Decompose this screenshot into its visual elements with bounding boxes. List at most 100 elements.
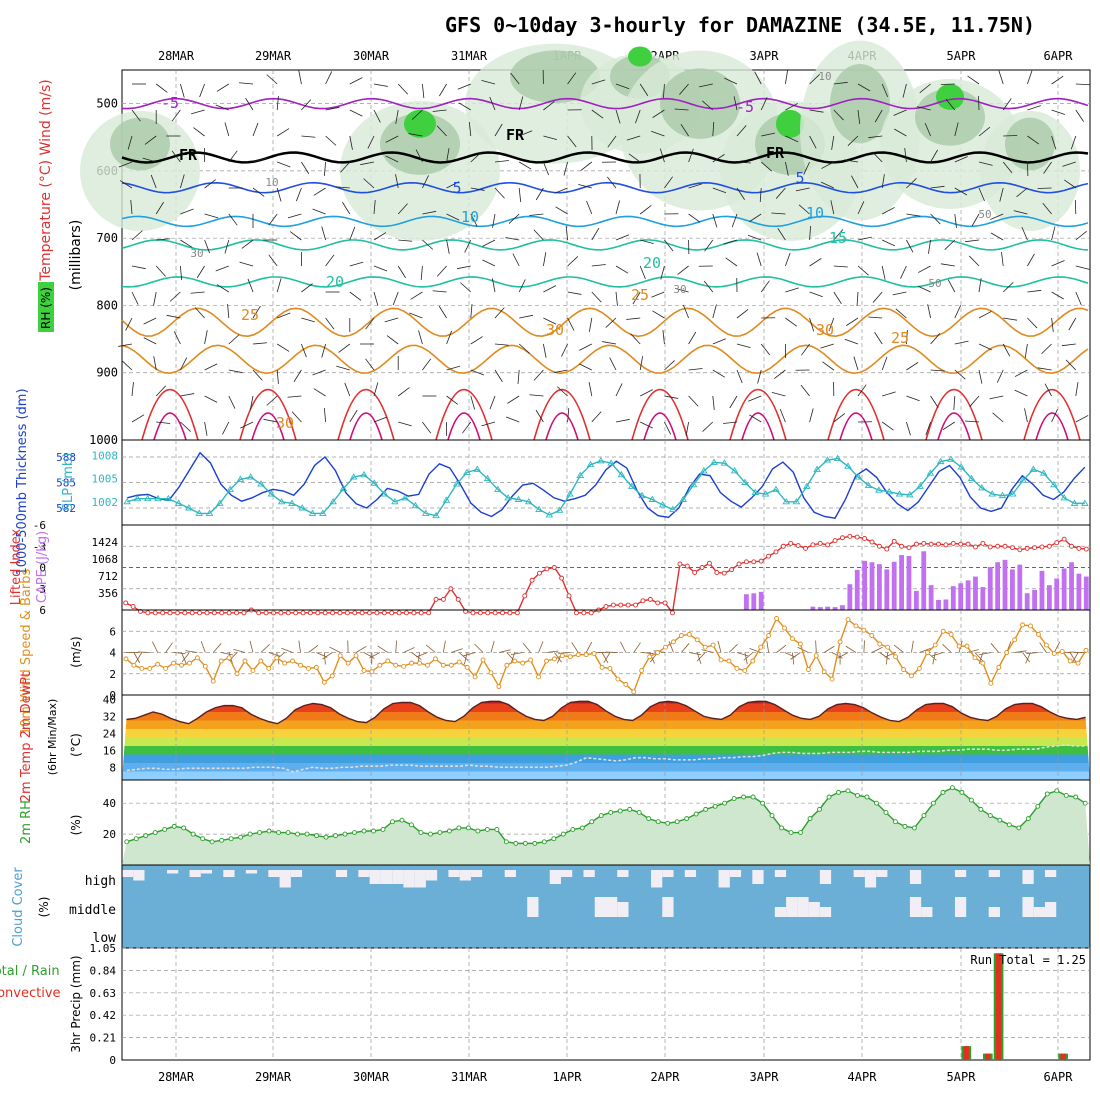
- wind-barb: [999, 187, 1004, 202]
- wind-barb: [833, 229, 844, 241]
- wind-barb: [868, 135, 883, 139]
- wind-speed-line-point: [544, 658, 549, 664]
- rh-line-point: [532, 840, 538, 846]
- lifted-index-line-point: [795, 543, 801, 548]
- wind-barb: [1051, 75, 1064, 85]
- wind-barb: [166, 314, 181, 319]
- wind-barb-10m: [200, 641, 206, 653]
- wind-barb: [567, 291, 582, 295]
- lifted-index-line-point: [995, 543, 1001, 549]
- lifted-index-line-point: [899, 543, 905, 549]
- wind-barb: [397, 83, 409, 95]
- slp-line-point: [143, 494, 152, 502]
- wind-barb: [1075, 415, 1089, 423]
- wind-barb: [1075, 265, 1090, 270]
- cloud-middle-bar: [527, 897, 539, 917]
- wind-barb: [639, 83, 649, 96]
- rh-contour-label: 50: [978, 208, 991, 221]
- slp-line-point: [895, 490, 904, 497]
- lifted-index-line-point: [1061, 536, 1067, 542]
- lifted-index-line-point: [699, 565, 705, 570]
- lifted-index-line-point: [396, 610, 402, 616]
- wind-barb: [398, 239, 413, 242]
- wind-barb: [881, 356, 888, 371]
- wind-barb: [508, 213, 520, 224]
- cloud-high-bar: [1044, 870, 1057, 877]
- slp-line-point: [772, 485, 780, 492]
- lifted-index-line-point: [729, 567, 735, 573]
- wind-barb: [446, 395, 459, 405]
- rh-line-point: [636, 810, 642, 815]
- wind-barb: [494, 307, 505, 319]
- wind-barb: [882, 207, 895, 215]
- wind-speed-line-point: [456, 659, 462, 665]
- rh-line-point: [456, 825, 462, 831]
- lifted-index-line-point: [130, 604, 136, 609]
- slp-line-point: [658, 501, 667, 508]
- wind-barb: [954, 305, 962, 319]
- wind-barb: [906, 421, 911, 436]
- wind-barb: [978, 126, 991, 137]
- wind-barb: [731, 213, 738, 228]
- wind-barb: [969, 395, 980, 407]
- wind-speed-line-point: [536, 674, 542, 680]
- wind-speed-line-point: [551, 656, 557, 662]
- cloud-high-bar: [403, 870, 415, 888]
- temp-tick: 32: [103, 710, 116, 723]
- rh-line-point: [855, 793, 860, 798]
- pressure-tick: 900: [96, 366, 118, 380]
- wind-barb: [252, 157, 267, 163]
- wind-barb: [659, 148, 665, 163]
- wind-barb: [470, 395, 476, 410]
- precip-tick: 0: [109, 1054, 116, 1067]
- wind-barb-10m: [689, 652, 702, 656]
- wind-speed-line-point: [916, 665, 922, 671]
- slp-line-point: [864, 481, 873, 489]
- wind-barb: [1051, 135, 1057, 150]
- rh-line-point: [314, 833, 319, 839]
- wind-barb-10m: [978, 652, 991, 656]
- wind-barb: [760, 161, 773, 172]
- wind-speed-line-point: [647, 654, 653, 660]
- wind-barb: [196, 265, 205, 279]
- wind-tick: 6: [109, 625, 116, 638]
- cape-bar: [995, 562, 1001, 610]
- wind-side-label: 10m Wind Speed & Barbs: [19, 569, 34, 736]
- cloud-middle-bar: [774, 907, 787, 917]
- slp-line-point: [411, 501, 420, 509]
- slp-line-point: [555, 506, 564, 513]
- wind-barb: [1044, 383, 1052, 397]
- lifted-index-line-point: [936, 541, 941, 547]
- wind-barb: [1075, 230, 1087, 241]
- wind-barb: [204, 395, 218, 403]
- wind-barb: [652, 310, 665, 319]
- rh-line-point: [181, 825, 187, 831]
- rh-line-point: [760, 800, 766, 806]
- wind-barb: [736, 125, 747, 137]
- wind-barb: [373, 416, 388, 423]
- wind-barb: [155, 201, 164, 215]
- lifted-index-line-point: [618, 602, 624, 608]
- wind-barb: [529, 213, 544, 216]
- lifted-index-line-point: [588, 610, 594, 616]
- wind-barb: [222, 421, 230, 435]
- wind-speed-line-point: [369, 669, 375, 675]
- rh-line-point: [352, 830, 357, 835]
- wind-speed-line-point: [337, 653, 343, 659]
- lifted-tick: 6: [39, 604, 46, 617]
- slp-line-point: [185, 504, 193, 511]
- cape-bar: [906, 556, 912, 610]
- wind-barb: [155, 265, 166, 277]
- wind-barb-10m: [173, 652, 186, 655]
- wind-barb: [342, 201, 351, 215]
- precip-convective-bar: [963, 1046, 969, 1060]
- wind-speed-line-point: [290, 658, 296, 664]
- wind-barb: [830, 200, 835, 215]
- cloud-middle-bar: [1033, 907, 1045, 917]
- wind-barb: [680, 124, 689, 137]
- wind-barb: [978, 311, 992, 319]
- wind-barb: [422, 421, 432, 434]
- lifted-index-line-point: [1024, 545, 1030, 551]
- wind-barb: [998, 70, 1004, 85]
- wind-speed-line-point: [472, 674, 478, 680]
